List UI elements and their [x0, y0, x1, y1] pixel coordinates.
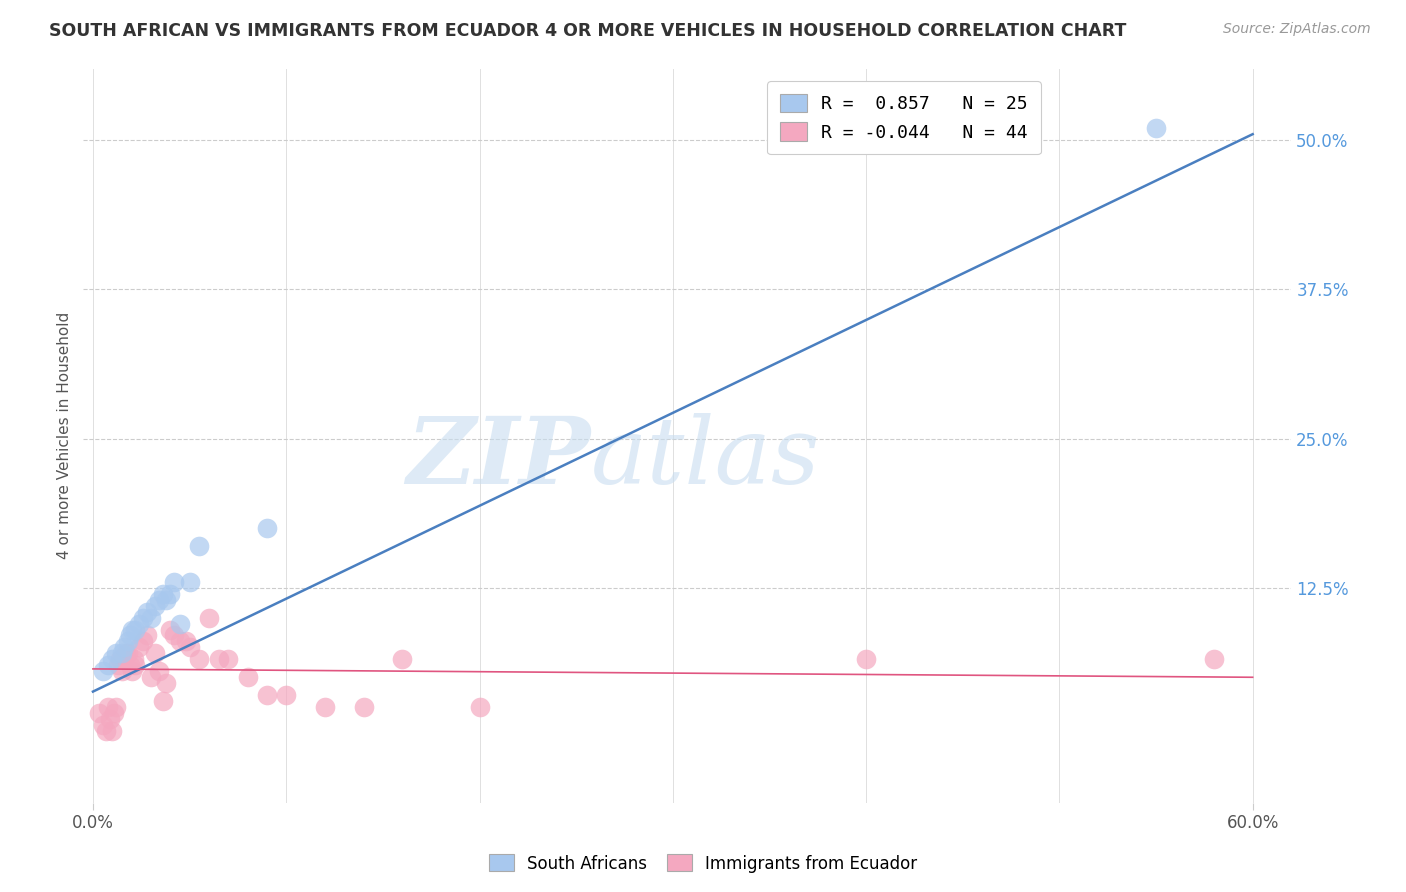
- Text: Source: ZipAtlas.com: Source: ZipAtlas.com: [1223, 22, 1371, 37]
- Point: [136, 628, 159, 642]
- Point: [101, 652, 124, 666]
- Point: [103, 706, 125, 720]
- Point: [121, 623, 143, 637]
- Point: [117, 634, 139, 648]
- Point: [91, 665, 114, 679]
- Point: [353, 700, 375, 714]
- Point: [152, 694, 174, 708]
- Point: [96, 723, 118, 738]
- Point: [276, 688, 298, 702]
- Point: [118, 658, 141, 673]
- Point: [152, 587, 174, 601]
- Legend: R =  0.857   N = 25, R = -0.044   N = 44: R = 0.857 N = 25, R = -0.044 N = 44: [768, 81, 1040, 154]
- Point: [112, 640, 135, 655]
- Point: [155, 592, 177, 607]
- Point: [112, 652, 135, 666]
- Point: [108, 652, 131, 666]
- Text: atlas: atlas: [591, 413, 820, 502]
- Point: [163, 574, 186, 589]
- Y-axis label: 4 or more Vehicles in Household: 4 or more Vehicles in Household: [58, 312, 72, 559]
- Point: [159, 623, 181, 637]
- Point: [132, 610, 155, 624]
- Point: [105, 647, 128, 661]
- Legend: South Africans, Immigrants from Ecuador: South Africans, Immigrants from Ecuador: [482, 847, 924, 880]
- Point: [148, 665, 170, 679]
- Point: [132, 634, 155, 648]
- Point: [91, 718, 114, 732]
- Point: [124, 658, 146, 673]
- Point: [111, 665, 134, 679]
- Point: [117, 647, 139, 661]
- Point: [163, 628, 186, 642]
- Point: [139, 670, 162, 684]
- Point: [174, 634, 197, 648]
- Point: [179, 640, 201, 655]
- Point: [122, 652, 145, 666]
- Point: [128, 640, 150, 655]
- Point: [169, 634, 191, 648]
- Point: [188, 652, 211, 666]
- Point: [139, 610, 162, 624]
- Point: [101, 723, 124, 738]
- Point: [256, 688, 278, 702]
- Point: [207, 652, 229, 666]
- Point: [97, 700, 120, 714]
- Text: ZIP: ZIP: [406, 413, 591, 502]
- Point: [87, 706, 110, 720]
- Point: [105, 700, 128, 714]
- Point: [198, 610, 221, 624]
- Point: [136, 605, 159, 619]
- Point: [855, 652, 877, 666]
- Point: [124, 623, 146, 637]
- Point: [121, 665, 143, 679]
- Point: [236, 670, 259, 684]
- Point: [111, 647, 134, 661]
- Point: [256, 521, 278, 535]
- Point: [159, 587, 181, 601]
- Point: [128, 616, 150, 631]
- Point: [179, 574, 201, 589]
- Point: [314, 700, 336, 714]
- Point: [143, 647, 166, 661]
- Point: [217, 652, 239, 666]
- Point: [188, 539, 211, 553]
- Point: [1202, 652, 1225, 666]
- Point: [391, 652, 413, 666]
- Point: [143, 599, 166, 613]
- Point: [98, 712, 121, 726]
- Point: [107, 658, 129, 673]
- Text: SOUTH AFRICAN VS IMMIGRANTS FROM ECUADOR 4 OR MORE VEHICLES IN HOUSEHOLD CORRELA: SOUTH AFRICAN VS IMMIGRANTS FROM ECUADOR…: [49, 22, 1126, 40]
- Point: [468, 700, 491, 714]
- Point: [148, 592, 170, 607]
- Point: [118, 628, 141, 642]
- Point: [114, 647, 136, 661]
- Point: [155, 676, 177, 690]
- Point: [1144, 121, 1167, 136]
- Point: [169, 616, 191, 631]
- Point: [97, 658, 120, 673]
